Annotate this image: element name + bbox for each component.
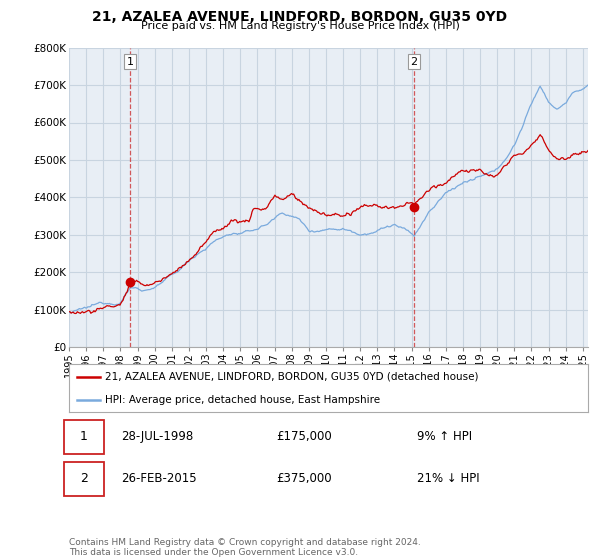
FancyBboxPatch shape — [64, 462, 104, 496]
Text: 2: 2 — [80, 472, 88, 486]
Text: HPI: Average price, detached house, East Hampshire: HPI: Average price, detached house, East… — [106, 395, 380, 405]
Text: £375,000: £375,000 — [277, 472, 332, 486]
Text: Contains HM Land Registry data © Crown copyright and database right 2024.
This d: Contains HM Land Registry data © Crown c… — [69, 538, 421, 557]
Text: 21, AZALEA AVENUE, LINDFORD, BORDON, GU35 0YD (detached house): 21, AZALEA AVENUE, LINDFORD, BORDON, GU3… — [106, 372, 479, 382]
Text: 1: 1 — [127, 57, 134, 67]
Text: Price paid vs. HM Land Registry's House Price Index (HPI): Price paid vs. HM Land Registry's House … — [140, 21, 460, 31]
Text: 28-JUL-1998: 28-JUL-1998 — [121, 430, 193, 444]
Text: 1: 1 — [80, 430, 88, 444]
Text: £175,000: £175,000 — [277, 430, 332, 444]
Text: 21, AZALEA AVENUE, LINDFORD, BORDON, GU35 0YD: 21, AZALEA AVENUE, LINDFORD, BORDON, GU3… — [92, 10, 508, 24]
Text: 9% ↑ HPI: 9% ↑ HPI — [417, 430, 472, 444]
FancyBboxPatch shape — [64, 420, 104, 454]
Text: 26-FEB-2015: 26-FEB-2015 — [121, 472, 197, 486]
Text: 2: 2 — [410, 57, 418, 67]
Text: 21% ↓ HPI: 21% ↓ HPI — [417, 472, 479, 486]
